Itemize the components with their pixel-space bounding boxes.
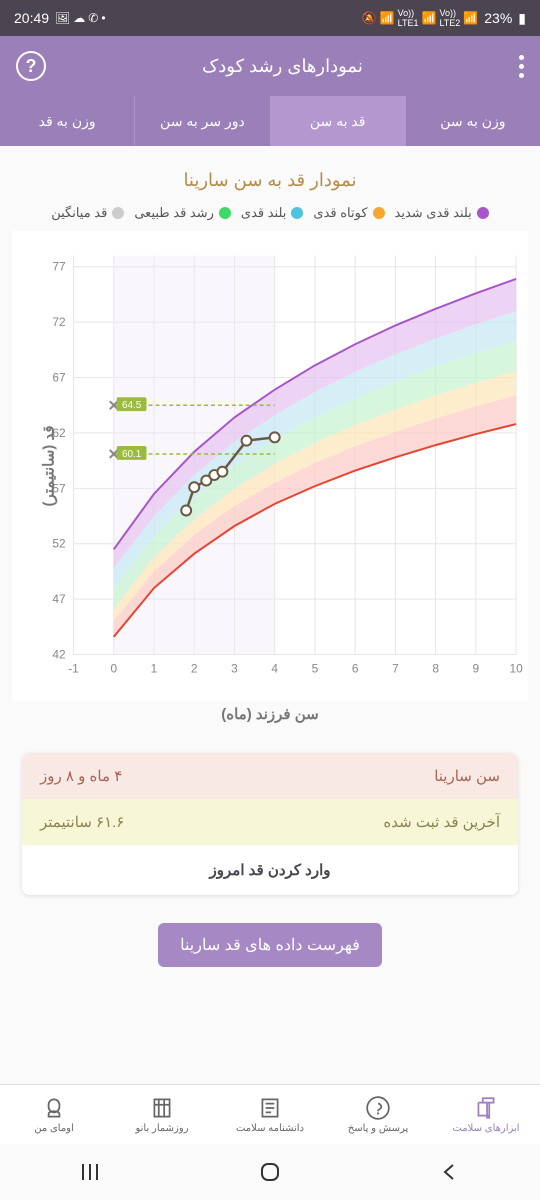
chart-legend: بلند قدی شدید کوتاه قدی بلند قدی رشد قد طبی… [12, 205, 528, 221]
y-axis-label: قد (سانتیمتر) [40, 425, 58, 506]
page-title: نمودارهای رشد کودک [46, 56, 519, 77]
svg-text:52: 52 [52, 537, 66, 551]
enter-height-button[interactable]: وارد کردن قد امروز [22, 845, 518, 895]
last-height-row: آخرین قد ثبت شده ۶۱.۶ سانتیمتر [22, 799, 518, 845]
status-time: 20:49 [14, 10, 49, 26]
battery-icon: ▮ [518, 10, 526, 27]
x-axis-label: سن فرزند (ماه) [12, 705, 528, 723]
tab-3[interactable]: وزن به قد [0, 96, 134, 146]
bottom-nav: ابزارهای سلامتپرسش و پاسخدانشنامه سلامتر… [0, 1084, 540, 1144]
svg-text:60.1: 60.1 [122, 449, 142, 460]
age-label: سن سارینا [434, 767, 500, 785]
help-icon[interactable]: ? [16, 51, 46, 81]
svg-text:72: 72 [52, 315, 66, 329]
tabs-container: وزن به سنقد به سندور سر به سنوزن به قد [0, 96, 540, 146]
age-row: سن سارینا ۴ ماه و ۸ روز [22, 753, 518, 799]
nav-item-0[interactable]: ابزارهای سلامت [432, 1085, 540, 1144]
svg-text:3: 3 [231, 661, 238, 675]
svg-text:-1: -1 [68, 661, 79, 675]
chart-title: نمودار قد به سن سارینا [12, 170, 528, 191]
nav-item-1[interactable]: پرسش و پاسخ [324, 1085, 432, 1144]
tab-0[interactable]: وزن به سن [406, 96, 540, 146]
svg-text:1: 1 [151, 661, 158, 675]
legend-item: رشد قد طبیعی [134, 205, 231, 221]
app-bar: نمودارهای رشد کودک ? [0, 36, 540, 96]
growth-chart: قد (سانتیمتر) 4247525762677277-101234567… [12, 231, 528, 701]
age-value: ۴ ماه و ۸ روز [40, 767, 122, 785]
svg-text:42: 42 [52, 648, 66, 662]
nav-item-3[interactable]: روزشمار بانو [108, 1085, 216, 1144]
svg-text:2: 2 [191, 661, 198, 675]
system-nav [0, 1144, 540, 1200]
status-bar: 20:49 🖼☁✆• 🔕📶Vo))LTE1📶Vo))LTE2📶 23% ▮ [0, 0, 540, 36]
data-list-button[interactable]: فهرست داده های قد سارینا [158, 923, 382, 967]
legend-item: بلند قدی شدید [395, 205, 489, 221]
svg-text:5: 5 [312, 661, 319, 675]
svg-text:77: 77 [52, 260, 66, 274]
last-height-label: آخرین قد ثبت شده [383, 813, 500, 831]
tab-2[interactable]: دور سر به سن [135, 96, 269, 146]
svg-text:67: 67 [52, 370, 66, 384]
status-right-icons: 🔕📶Vo))LTE1📶Vo))LTE2📶 [362, 8, 479, 28]
legend-item: کوتاه قدی [313, 205, 384, 221]
svg-text:8: 8 [432, 661, 439, 675]
svg-text:10: 10 [509, 661, 523, 675]
battery-text: 23% [484, 10, 512, 26]
home-button[interactable] [258, 1160, 282, 1184]
nav-item-4[interactable]: اومای من [0, 1085, 108, 1144]
tab-1[interactable]: قد به سن [271, 96, 405, 146]
back-button[interactable] [438, 1160, 462, 1184]
info-card: سن سارینا ۴ ماه و ۸ روز آخرین قد ثبت شده… [22, 753, 518, 895]
svg-text:4: 4 [271, 661, 278, 675]
svg-text:47: 47 [52, 592, 66, 606]
svg-text:64.5: 64.5 [122, 400, 142, 411]
svg-text:9: 9 [473, 661, 480, 675]
recents-button[interactable] [78, 1160, 102, 1184]
legend-item: قد میانگین [51, 205, 124, 221]
svg-text:0: 0 [110, 661, 117, 675]
menu-icon[interactable] [519, 55, 524, 78]
status-left-icons: 🖼☁✆• [55, 11, 106, 25]
nav-item-2[interactable]: دانشنامه سلامت [216, 1085, 324, 1144]
svg-text:7: 7 [392, 661, 399, 675]
legend-item: بلند قدی [241, 205, 304, 221]
last-height-value: ۶۱.۶ سانتیمتر [40, 813, 124, 831]
svg-text:6: 6 [352, 661, 359, 675]
